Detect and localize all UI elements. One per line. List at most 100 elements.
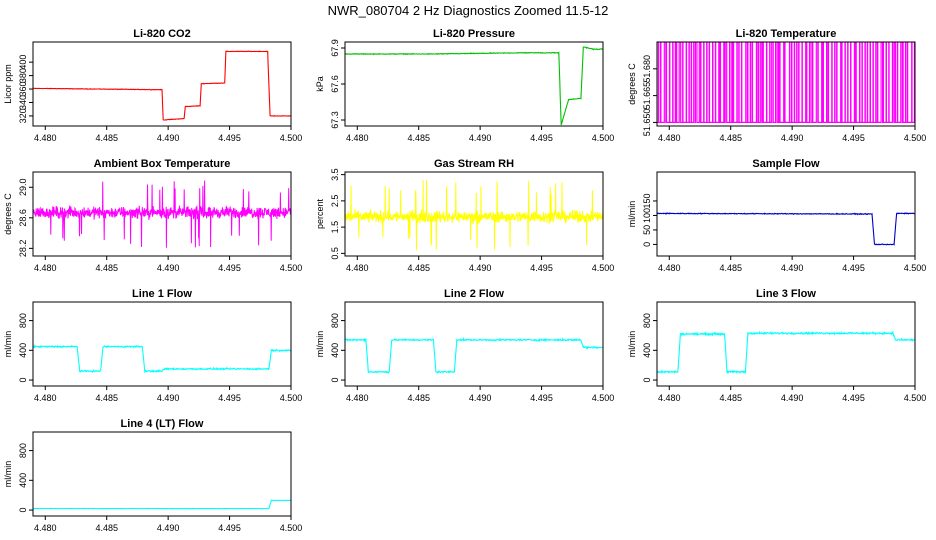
y-axis-label: ml/min (315, 331, 325, 358)
series-line (657, 330, 915, 375)
x-tick-label: 4.490 (157, 133, 180, 143)
panel-title: Li-820 CO2 (133, 28, 190, 40)
x-tick-label: 4.495 (218, 263, 241, 273)
data-series (33, 344, 291, 374)
panel-ambient-box-temperature: Ambient Box Temperature degrees C 4.480 4.4… (3, 158, 302, 273)
x-tick-label: 4.480 (658, 133, 681, 143)
data-series (345, 180, 603, 251)
series-line (657, 212, 915, 246)
y-tick-label: 360 (18, 82, 28, 97)
x-tick-label: 4.490 (781, 393, 804, 403)
x-tick-label: 4.485 (407, 393, 430, 403)
x-tick-label: 4.490 (781, 133, 804, 143)
x-tick-label: 4.485 (95, 393, 118, 403)
panel-li-820-temperature: Li-820 Temperature degrees C 4.480 4.485 4.4… (627, 28, 926, 143)
y-tick-label: 0.5 (330, 247, 340, 260)
x-tick-label: 4.495 (842, 133, 865, 143)
series-line (33, 50, 291, 121)
x-tick-label: 4.490 (157, 393, 180, 403)
plot-frame (344, 171, 604, 257)
plot-frame (32, 171, 292, 257)
panel-line-3-flow: Line 3 Flow ml/min 4.480 4.485 4.490 4.495 4.5… (627, 288, 926, 403)
y-tick-label: 67.9 (330, 39, 340, 57)
series-line (345, 46, 603, 126)
y-tick-label: 50 (642, 225, 652, 235)
plot-frame (656, 301, 916, 387)
series-line (33, 180, 291, 248)
x-tick-label: 4.500 (280, 523, 303, 533)
y-tick-label: 51.650 (642, 109, 652, 137)
plot-frame (32, 301, 292, 387)
x-tick-label: 4.480 (34, 263, 57, 273)
y-axis-label: percent (315, 198, 325, 229)
x-tick-label: 4.485 (719, 133, 742, 143)
page-title: NWR_080704 2 Hz Diagnostics Zoomed 11.5-… (327, 3, 609, 18)
plot-frame (344, 301, 604, 387)
x-tick-label: 4.480 (34, 523, 57, 533)
series-line (345, 336, 603, 374)
x-tick-label: 4.495 (530, 263, 553, 273)
panel-gas-stream-rh: Gas Stream RH percent 4.480 4.485 4.490 4.495… (315, 158, 614, 273)
y-tick-label: 0 (642, 378, 652, 383)
data-series (345, 336, 603, 374)
y-axis-label: ml/min (627, 331, 637, 358)
x-tick-label: 4.495 (530, 133, 553, 143)
y-axis-label: degrees C (3, 193, 13, 235)
x-tick-label: 4.490 (157, 263, 180, 273)
y-tick-label: 800 (330, 313, 340, 328)
plot-frame (32, 431, 292, 517)
y-tick-label: 29.0 (18, 179, 28, 197)
data-series (657, 330, 915, 375)
data-series (345, 46, 603, 126)
x-tick-label: 4.495 (218, 393, 241, 403)
y-tick-label: 0 (18, 378, 28, 383)
panel-title: Line 3 Flow (756, 288, 816, 300)
x-tick-label: 4.495 (218, 133, 241, 143)
x-tick-label: 4.485 (95, 263, 118, 273)
x-tick-label: 4.485 (719, 393, 742, 403)
x-tick-label: 4.490 (469, 263, 492, 273)
x-tick-label: 4.495 (530, 393, 553, 403)
series-line (657, 42, 915, 124)
panel-title: Sample Flow (752, 158, 820, 170)
y-tick-label: 1.5 (330, 221, 340, 234)
y-tick-label: 380 (18, 68, 28, 83)
y-tick-label: 800 (642, 313, 652, 328)
series-line (33, 499, 291, 510)
series-line (345, 180, 603, 251)
y-axis-label: degrees C (627, 63, 637, 105)
x-tick-label: 4.485 (719, 263, 742, 273)
y-tick-label: 0 (642, 242, 652, 247)
y-tick-label: 800 (18, 443, 28, 458)
panel-title: Line 1 Flow (132, 288, 192, 300)
x-tick-label: 4.500 (904, 393, 927, 403)
plot-frame (656, 171, 916, 257)
panel-title: Ambient Box Temperature (94, 158, 231, 170)
y-tick-label: 400 (18, 343, 28, 358)
x-tick-label: 4.485 (95, 133, 118, 143)
panel-li-820-pressure: Li-820 Pressure kPa 4.480 4.485 4.490 4.495 4.… (315, 28, 614, 143)
x-tick-label: 4.500 (592, 133, 615, 143)
x-tick-label: 4.480 (34, 133, 57, 143)
plot-frame (32, 41, 292, 127)
x-tick-label: 4.485 (407, 263, 430, 273)
x-tick-label: 4.490 (469, 393, 492, 403)
panel-line-2-flow: Line 2 Flow ml/min 4.480 4.485 4.490 4.495 4.5… (315, 288, 614, 403)
y-tick-label: 400 (330, 343, 340, 358)
y-tick-label: 67.6 (330, 75, 340, 93)
x-tick-label: 4.500 (280, 393, 303, 403)
data-series (33, 180, 291, 248)
data-series (657, 42, 915, 124)
y-tick-label: 0 (330, 378, 340, 383)
panel-line-4-lt-flow: Line 4 (LT) Flow ml/min 4.480 4.485 4.490 4.4… (3, 418, 302, 533)
y-axis-label: ml/min (3, 461, 13, 488)
y-tick-label: 28.2 (18, 240, 28, 258)
y-axis-label: Licor ppm (3, 64, 13, 104)
panel-sample-flow: Sample Flow ml/min 4.480 4.485 4.490 4.495 4.5… (627, 158, 926, 273)
y-axis-label: kPa (315, 76, 325, 92)
y-axis-label: ml/min (3, 331, 13, 358)
y-tick-label: 0 (18, 508, 28, 513)
x-tick-label: 4.480 (346, 393, 369, 403)
panel-title: Line 4 (LT) Flow (121, 418, 204, 430)
